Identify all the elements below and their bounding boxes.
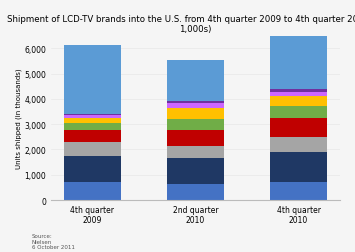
Bar	[64, 118, 121, 124]
Bar	[270, 183, 327, 200]
Bar	[64, 116, 121, 118]
Bar	[270, 152, 327, 183]
Bar	[167, 108, 224, 120]
Text: Source:
Nielsen
6 October 2011: Source: Nielsen 6 October 2011	[32, 233, 75, 249]
Bar	[64, 131, 121, 142]
Bar	[270, 11, 327, 90]
Y-axis label: Units shipped (in thousands): Units shipped (in thousands)	[15, 68, 22, 169]
Bar	[64, 114, 121, 116]
Bar	[167, 103, 224, 108]
Bar	[64, 156, 121, 183]
Bar	[64, 142, 121, 156]
Bar	[270, 97, 327, 107]
Bar	[167, 61, 224, 101]
Bar	[167, 146, 224, 159]
Bar	[270, 107, 327, 118]
Bar	[167, 159, 224, 184]
Bar	[270, 118, 327, 137]
Bar	[270, 90, 327, 93]
Bar	[167, 101, 224, 103]
Bar	[167, 184, 224, 200]
Bar	[64, 183, 121, 200]
Bar	[270, 137, 327, 152]
Bar	[270, 93, 327, 97]
Bar	[167, 120, 224, 131]
Bar	[64, 124, 121, 131]
Bar	[167, 131, 224, 146]
Bar	[64, 46, 121, 114]
Title: Shipment of LCD-TV brands into the U.S. from 4th quarter 2009 to 4th quarter 201: Shipment of LCD-TV brands into the U.S. …	[7, 15, 355, 34]
